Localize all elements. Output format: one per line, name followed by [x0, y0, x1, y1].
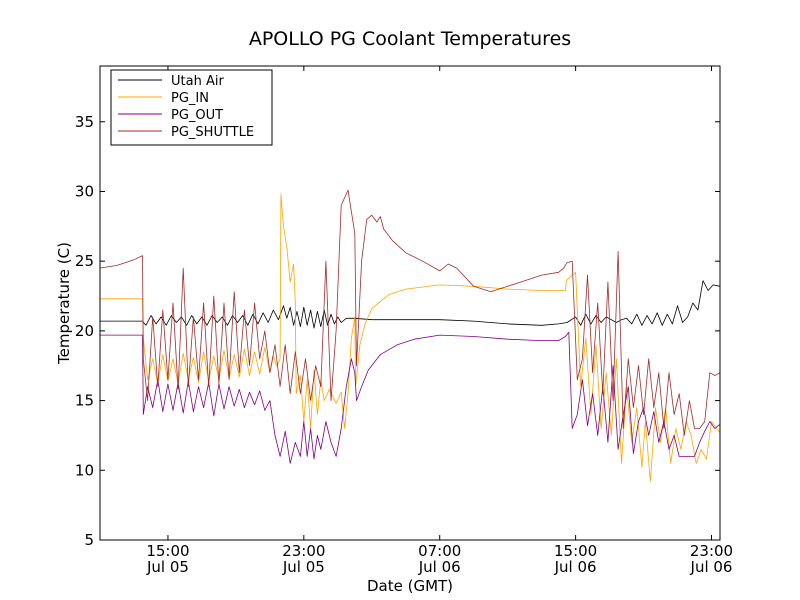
x-tick-label-time: 07:00 [418, 542, 461, 560]
x-tick-label-date: Jul 05 [146, 558, 189, 576]
chart-title: APOLLO PG Coolant Temperatures [249, 28, 571, 50]
series-line-pg-shuttle [99, 189, 721, 436]
y-tick-label: 10 [75, 461, 94, 479]
series-line-pg-in [100, 193, 721, 482]
legend-label-pg-in: PG_IN [171, 91, 209, 106]
x-tick-label-date: Jul 05 [282, 558, 325, 576]
legend-box [110, 69, 273, 146]
y-tick-label: 30 [75, 182, 94, 200]
x-tick-label-date: Jul 06 [690, 558, 733, 576]
series-line-utah-air [100, 280, 721, 329]
series-line-pg-out [100, 331, 721, 464]
plot-area-frame [99, 65, 721, 541]
y-tick-label: 20 [75, 322, 94, 340]
y-tick-label: 15 [75, 392, 94, 410]
x-tick-label-date: Jul 06 [418, 558, 461, 576]
y-tick-label: 5 [84, 531, 94, 549]
x-tick-label-time: 15:00 [554, 542, 597, 560]
y-tick-label: 25 [75, 252, 94, 270]
y-axis-label: Temperature (C) [55, 242, 73, 365]
legend: Utah Air PG_IN PG_OUT PG_SHUTTLE [110, 69, 273, 146]
x-tick-label-date: Jul 06 [554, 558, 597, 576]
y-tick-label: 35 [75, 113, 94, 131]
x-tick-label-time: 15:00 [146, 542, 189, 560]
legend-label-utah-air: Utah Air [171, 74, 224, 89]
x-tick-label-time: 23:00 [690, 542, 733, 560]
y-axis-ticks: 5 10 15 20 25 30 35 [75, 113, 720, 549]
legend-label-pg-shuttle: PG_SHUTTLE [171, 125, 254, 140]
series-layer [99, 189, 721, 482]
x-axis-label: Date (GMT) [367, 577, 453, 595]
x-tick-label-time: 23:00 [282, 542, 325, 560]
legend-label-pg-out: PG_OUT [171, 108, 223, 123]
